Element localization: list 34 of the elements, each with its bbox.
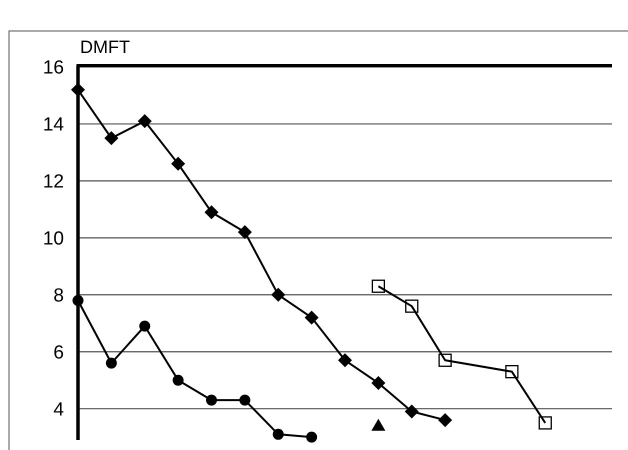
point: [72, 294, 84, 306]
y-tick-label: 12: [42, 172, 64, 193]
point: [138, 114, 152, 128]
point: [371, 376, 386, 390]
point: [306, 432, 318, 443]
point: [106, 358, 117, 369]
point: [438, 354, 452, 367]
point: [304, 310, 319, 325]
point: [104, 131, 118, 146]
point: [204, 205, 218, 220]
point: [272, 428, 284, 440]
point: [438, 413, 452, 428]
y-tick-label: 10: [42, 228, 64, 250]
y-tick-label: 4: [53, 399, 64, 420]
y-tick-label: 8: [53, 285, 64, 306]
point: [405, 300, 418, 313]
point: [404, 404, 419, 419]
point: [271, 288, 286, 302]
y-tick-label: 16: [42, 58, 64, 79]
point: [538, 416, 552, 430]
point: [172, 374, 184, 386]
point: [71, 82, 85, 97]
point: [505, 365, 519, 378]
point: [238, 225, 252, 240]
point: [372, 280, 386, 293]
point: [171, 156, 186, 171]
point: [206, 394, 217, 406]
point: [338, 353, 352, 368]
y-axis-title: DMFT: [80, 37, 130, 57]
point: [239, 394, 250, 406]
y-tick-label: 6: [53, 342, 64, 364]
y-tick-label: 14: [42, 114, 64, 136]
point: [139, 320, 150, 332]
point: [371, 418, 386, 431]
